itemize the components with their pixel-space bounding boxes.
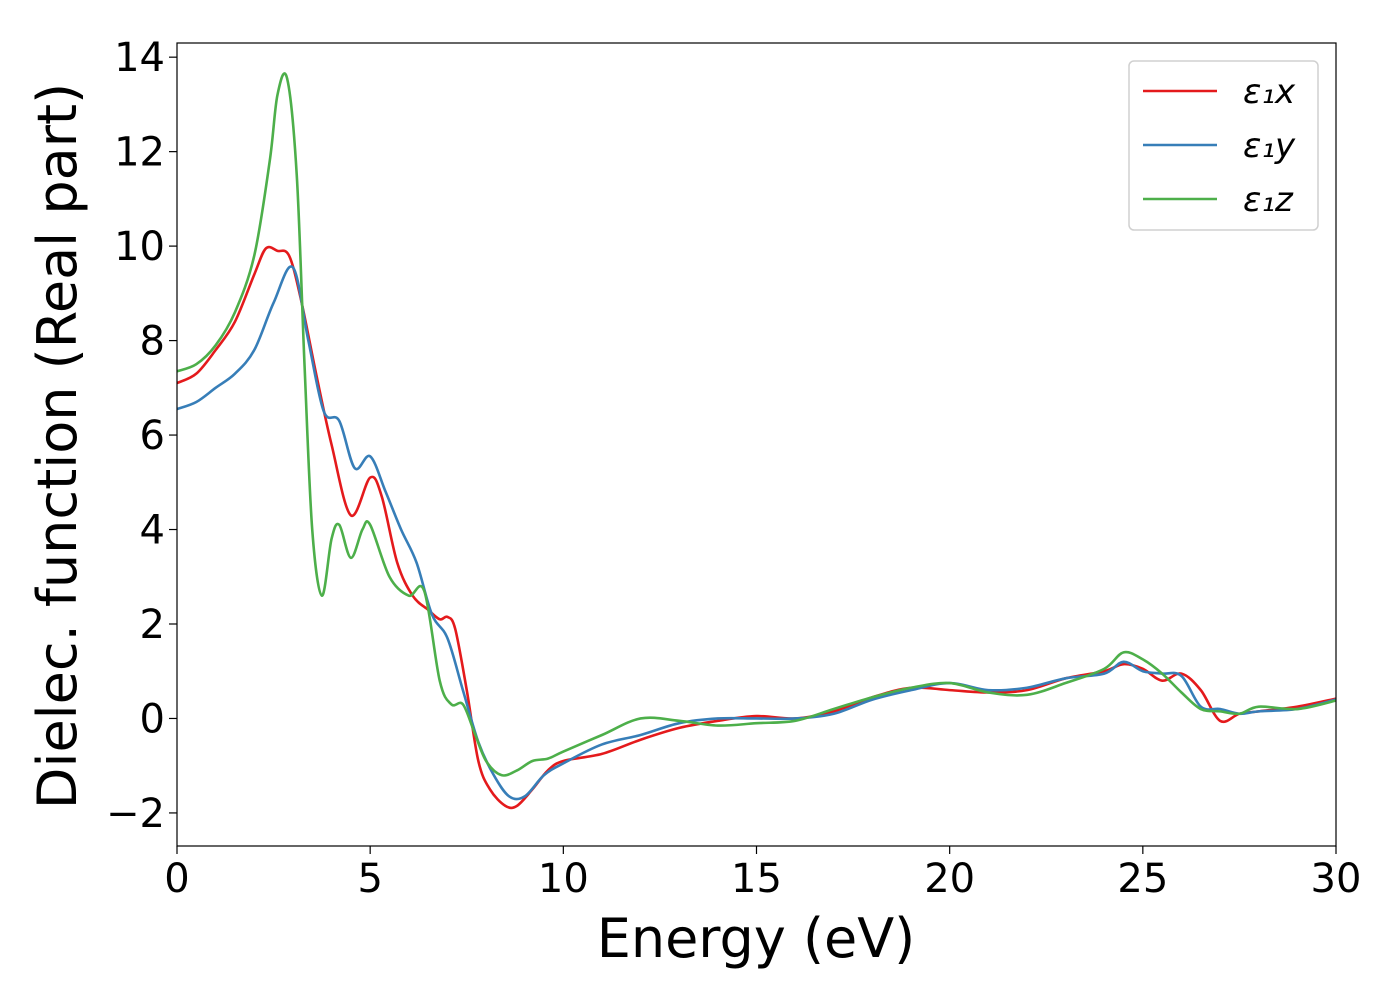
x-tick-label: 5 — [357, 856, 382, 902]
y-tick-label: 4 — [140, 508, 165, 554]
y-axis: −2 0 2 4 6 8 10 12 14 — [106, 35, 177, 837]
y-tick-label: 6 — [140, 413, 165, 459]
series-layer — [177, 72, 1336, 810]
y-tick-label: 2 — [140, 602, 165, 648]
x-axis-label: Energy (eV) — [597, 907, 916, 970]
y-tick-label: −2 — [106, 791, 165, 837]
y-tick-label: 0 — [140, 696, 165, 742]
x-tick-label: 10 — [538, 856, 589, 902]
y-tick-label: 8 — [140, 319, 165, 365]
y-tick-label: 12 — [114, 130, 165, 176]
legend-box — [1128, 60, 1319, 231]
legend-label-1: ε₁x — [1243, 72, 1296, 112]
series-line-2 — [177, 265, 1336, 801]
legend: ε₁x ε₁y ε₁z — [1128, 60, 1319, 231]
y-axis-label: Dielec. function (Real part) — [26, 83, 89, 809]
series-line-3 — [177, 72, 1336, 777]
x-tick-label: 25 — [1117, 856, 1168, 902]
legend-label-2: ε₁y — [1243, 126, 1296, 166]
legend-label-3: ε₁z — [1243, 180, 1294, 220]
y-tick-label: 10 — [114, 224, 165, 270]
x-axis: 0 5 10 15 20 25 30 — [164, 846, 1361, 902]
y-tick-label: 14 — [114, 35, 165, 81]
x-tick-label: 20 — [924, 856, 975, 902]
x-tick-label: 0 — [164, 856, 189, 902]
x-tick-label: 30 — [1311, 856, 1362, 902]
x-tick-label: 15 — [731, 856, 782, 902]
